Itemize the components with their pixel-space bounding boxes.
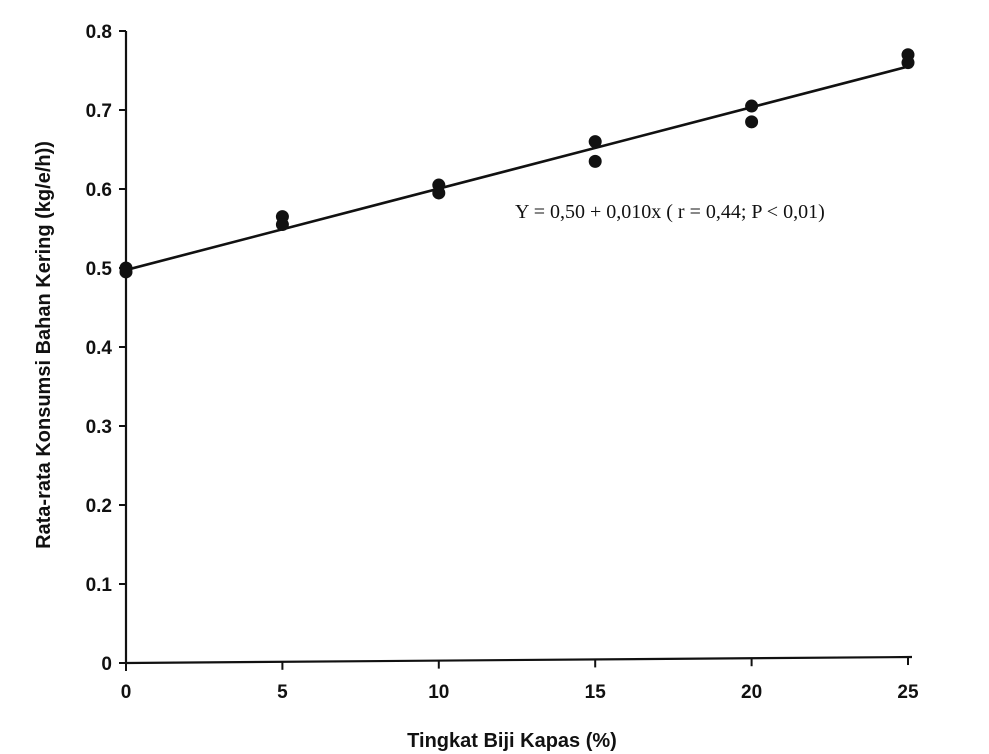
x-tick-label: 25 [897,682,919,703]
x-tick-label: 10 [428,682,449,703]
x-tick-label: 0 [121,682,132,703]
x-axis-title: Tingkat Biji Kapas (%) [407,730,617,752]
y-tick-label: 0.6 [86,180,112,201]
axes: 0 0.1 0.2 0.3 0.4 0.5 0.6 0.7 0.8 0 5 10 15 20 25 [86,22,919,703]
y-tick-label: 0.8 [86,22,112,43]
y-tick-label: 0.1 [86,575,113,596]
data-point [745,99,759,113]
data-points [119,48,915,279]
x-tick-label: 15 [585,682,607,703]
x-tick-label: 20 [741,682,762,703]
x-tick-label: 5 [277,682,288,703]
data-point [275,218,289,232]
regression-equation-label: Y = 0,50 + 0,010x ( r = 0,44; P < 0,01) [515,201,825,223]
y-tick-label: 0.5 [86,259,113,280]
y-tick-label: 0.2 [86,496,112,517]
y-tick-label: 0.4 [86,338,113,359]
regression-line-group [125,64,913,272]
y-tick-label: 0 [101,654,112,675]
data-point [901,56,915,70]
data-point [745,115,759,129]
data-point [588,154,602,168]
y-axis-title: Rata-rata Konsumsi Bahan Kering (kg/e/h)… [33,141,55,549]
regression-line [125,64,913,272]
data-point [119,265,133,279]
data-point [432,186,446,200]
x-axis-line [125,655,913,665]
data-point [588,135,602,149]
y-tick-label: 0.7 [86,101,112,122]
y-tick-label: 0.3 [86,417,112,438]
